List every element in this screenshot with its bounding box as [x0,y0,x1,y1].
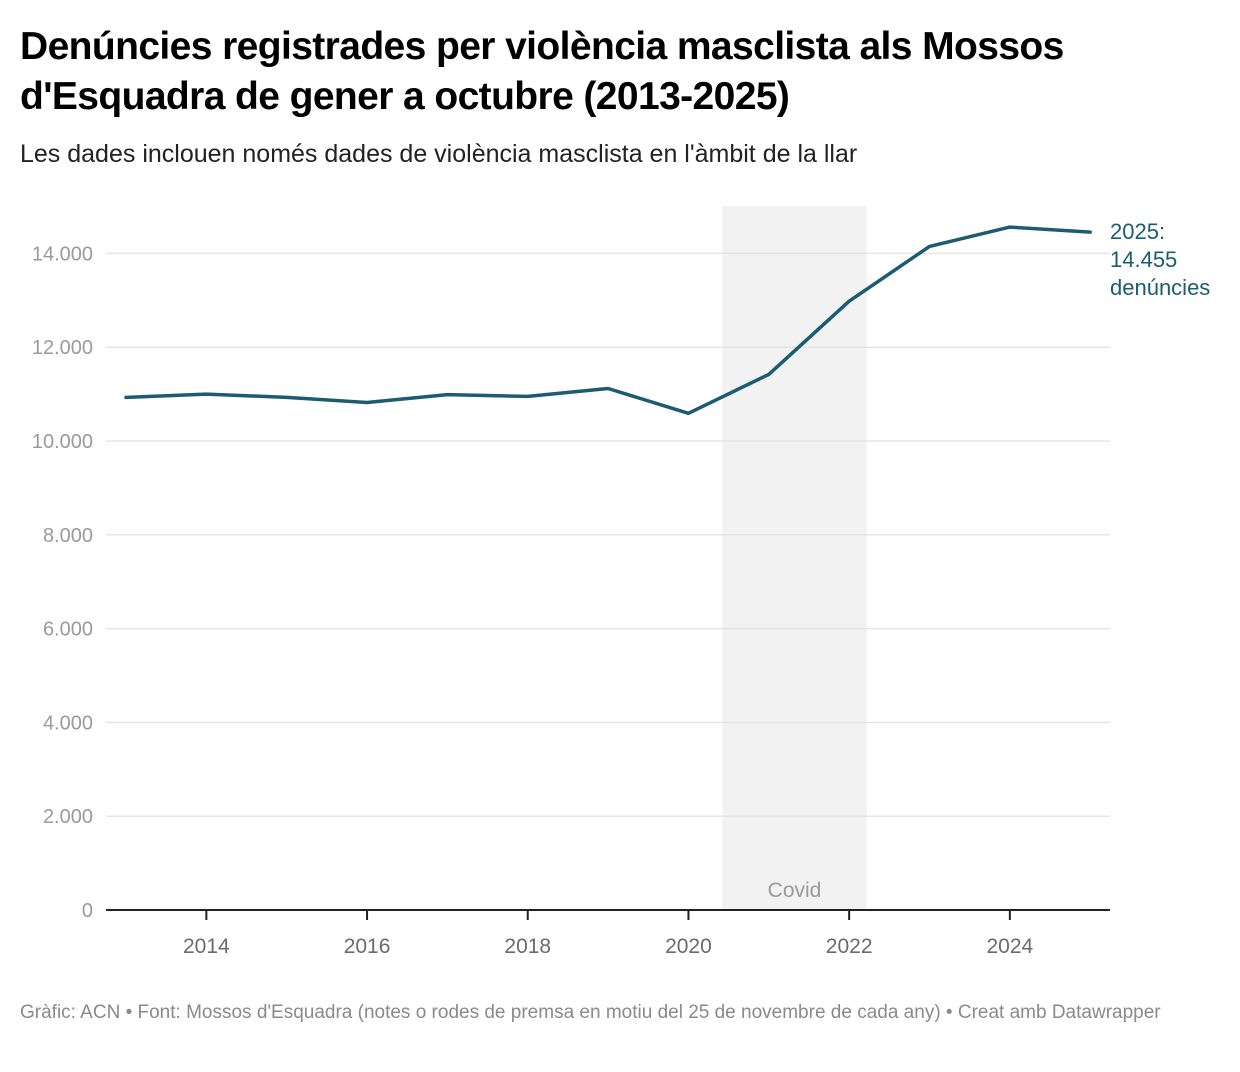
y-tick-label: 6.000 [43,619,93,641]
source-footer: Gràfic: ACN • Font: Mossos d'Esquadra (n… [20,1002,1161,1023]
data-series [124,225,1092,416]
y-tick-label: 4.000 [43,712,93,734]
covid-band-group: Covid [722,206,867,910]
x-tick-label: 2020 [665,935,712,958]
y-tick-label: 10.000 [32,431,93,453]
chart-title: Denúncies registrades per violència masc… [20,25,1064,118]
x-tick-label: 2022 [826,935,873,958]
annotation-line: 14.455 [1110,247,1177,272]
line-chart: Covid 0 2.000 4.000 6.000 8.000 10.000 12.000 1… [32,206,1210,958]
y-tick-label: 14.000 [32,243,93,265]
x-tick-label: 2024 [986,935,1033,958]
x-axis: 2014 2016 2018 2020 2022 2024 [106,909,1110,958]
x-tick-label: 2016 [344,935,391,958]
y-tick-label: 12.000 [32,337,93,359]
end-annotation: 2025: 14.455 denúncies [1110,219,1210,300]
annotation-line: denúncies [1110,275,1210,300]
x-tick-label: 2018 [504,935,551,958]
gridlines: 0 2.000 4.000 6.000 8.000 10.000 12.000 14.000 [32,243,1110,922]
end-annotation-text: 2025: 14.455 denúncies [1110,219,1210,300]
annotation-line: 2025: [1110,219,1165,244]
y-tick-label: 2.000 [43,806,93,828]
series-line [124,225,1092,416]
y-tick-label: 8.000 [43,525,93,547]
chart-subtitle: Les dades inclouen només dades de violèn… [20,140,858,168]
covid-band [722,206,867,910]
covid-band-label: Covid [768,879,822,902]
y-tick-label: 0 [82,900,93,922]
x-tick-label: 2014 [183,935,230,958]
